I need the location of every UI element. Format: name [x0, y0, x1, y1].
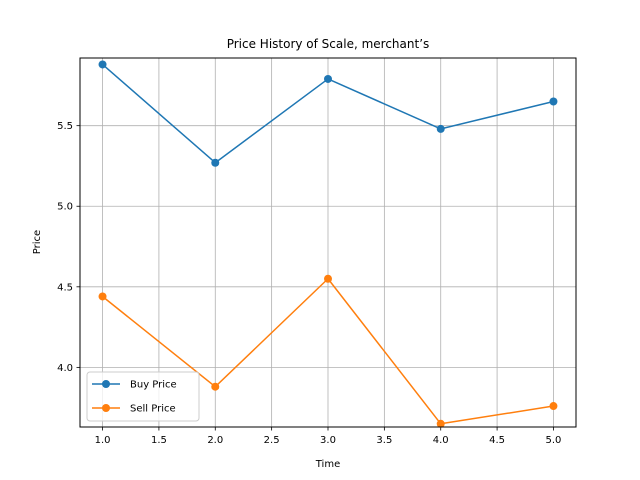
x-axis-label: Time — [315, 459, 340, 470]
chart-title: Price History of Scale, merchant’s — [227, 37, 430, 51]
sell-price-legend-marker — [102, 404, 110, 412]
x-tick-label: 1.5 — [151, 435, 167, 446]
y-tick-label: 5.0 — [57, 202, 73, 213]
buy-price-series — [98, 60, 558, 167]
sell-price-point — [211, 382, 220, 391]
y-axis-label: Price — [32, 230, 43, 254]
buy-price-point — [324, 74, 332, 83]
x-tick-label: 1.0 — [95, 435, 111, 446]
x-axis-ticks: 1.0 1.5 2.0 2.5 3.0 3.5 4.0 4.5 5.0 — [95, 427, 562, 446]
x-tick-label: 2.5 — [264, 435, 280, 446]
plot-frame — [79, 57, 577, 428]
y-tick-label: 4.0 — [57, 363, 73, 374]
y-axis-ticks: 4.0 4.5 5.0 5.5 — [57, 121, 80, 374]
y-tick-label: 4.5 — [57, 282, 73, 293]
buy-price-point — [549, 97, 558, 106]
x-tick-label: 4.0 — [433, 435, 449, 446]
buy-price-legend-marker — [102, 380, 110, 388]
x-tick-label: 3.5 — [376, 435, 392, 446]
sell-price-legend-label: Sell Price — [130, 404, 176, 415]
grid-lines — [80, 58, 576, 427]
buy-price-point — [436, 124, 445, 133]
buy-price-legend-label: Buy Price — [130, 380, 177, 391]
series-layer — [98, 60, 558, 428]
sell-price-point — [98, 292, 107, 301]
sell-price-series — [98, 274, 558, 428]
sell-price-point — [324, 274, 332, 283]
buy-price-point — [98, 60, 107, 69]
x-tick-label: 3.0 — [320, 435, 336, 446]
x-tick-label: 5.0 — [546, 435, 562, 446]
buy-price-point — [211, 158, 220, 167]
y-tick-label: 5.5 — [57, 121, 73, 132]
sell-price-point — [549, 402, 558, 411]
x-tick-label: 2.0 — [207, 435, 223, 446]
sell-price-point — [436, 419, 445, 428]
legend: Buy Price Sell Price — [86, 371, 200, 422]
x-tick-label: 4.5 — [489, 435, 505, 446]
